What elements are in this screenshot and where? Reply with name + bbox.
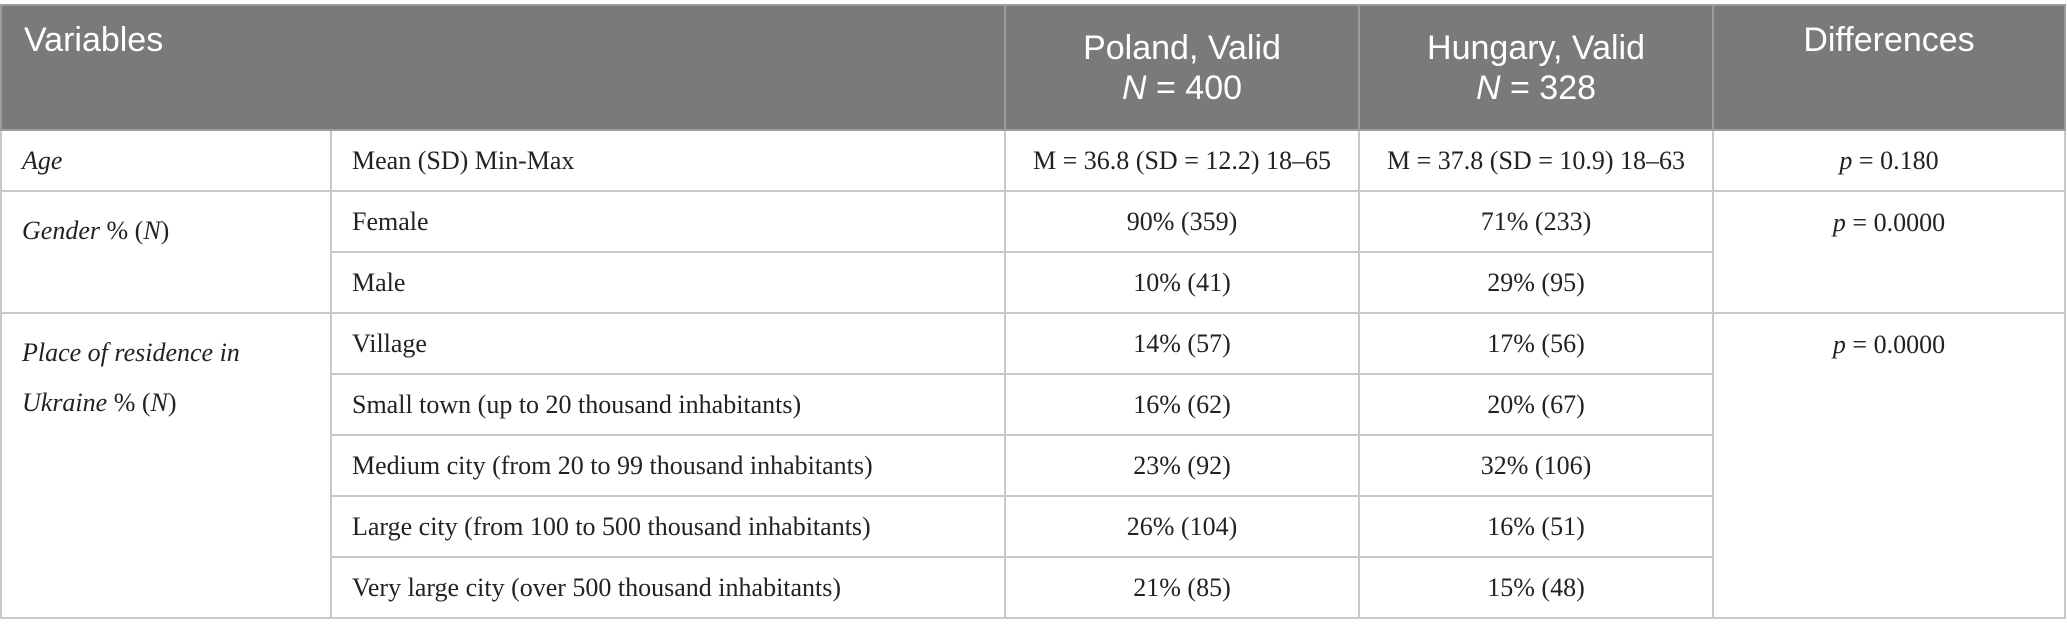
gender-poland: 90% (359) <box>1004 190 1361 253</box>
gender-difference: p = 0.0000 <box>1712 190 2067 314</box>
table-row: Small town (up to 20 thousand inhabitant… <box>1 373 2065 436</box>
gender-hungary: 71% (233) <box>1358 190 1715 253</box>
table-row: Large city (from 100 to 500 thousand inh… <box>1 495 2065 558</box>
header-hungary-title: Hungary, Valid <box>1427 28 1645 67</box>
header-row: Variables Poland, Valid N = 400 Hungary,… <box>0 4 2067 131</box>
residence-p-value: = 0.0000 <box>1845 330 1946 359</box>
gender-var-close: ) <box>160 216 170 245</box>
gender-label: Female <box>329 190 1007 253</box>
residence-hungary: 20% (67) <box>1358 373 1715 436</box>
gender-var-name: Gender <box>22 216 100 245</box>
variable-gender: Gender % (N) <box>0 190 332 314</box>
table-body: Age Mean (SD) Min-Max M = 36.8 (SD = 12.… <box>0 129 2067 619</box>
table-row: Place of residence in Ukraine % (N) Vill… <box>0 312 2067 619</box>
gender-var-n: N <box>143 216 161 245</box>
residence-var-name: Place of residence in Ukraine <box>22 338 240 417</box>
residence-poland: 16% (62) <box>1004 373 1361 436</box>
table-row: Gender % (N) Female 90% (359) 71% (233) … <box>0 190 2067 314</box>
residence-label: Medium city (from 20 to 99 thousand inha… <box>329 434 1007 497</box>
age-label: Mean (SD) Min-Max <box>329 129 1007 192</box>
header-poland-n-symbol: N <box>1121 68 1147 107</box>
gender-label: Male <box>329 251 1007 314</box>
header-poland-title: Poland, Valid <box>1083 28 1281 67</box>
variable-age: Age <box>0 129 332 192</box>
header-poland-n-value: = 400 <box>1146 68 1243 107</box>
gender-var-pct: % ( <box>99 216 144 245</box>
residence-var-close: ) <box>167 388 177 417</box>
table-row: Male 10% (41) 29% (95) <box>1 251 2065 314</box>
residence-poland: 14% (57) <box>1004 312 1361 375</box>
residence-label: Small town (up to 20 thousand inhabitant… <box>329 373 1007 436</box>
age-p-value: = 0.180 <box>1852 145 1939 175</box>
gender-poland: 10% (41) <box>1004 251 1361 314</box>
residence-p-symbol: p <box>1832 330 1846 359</box>
demographics-table: Variables Poland, Valid N = 400 Hungary,… <box>0 4 2067 619</box>
residence-poland: 21% (85) <box>1004 556 1361 619</box>
table-row: Very large city (over 500 thousand inhab… <box>1 556 2065 619</box>
residence-hungary: 17% (56) <box>1358 312 1715 375</box>
table-row: Medium city (from 20 to 99 thousand inha… <box>1 434 2065 497</box>
variable-residence: Place of residence in Ukraine % (N) <box>0 312 332 619</box>
table-header: Variables Poland, Valid N = 400 Hungary,… <box>0 4 2067 131</box>
header-hungary: Hungary, Valid N = 328 <box>1358 4 1715 131</box>
residence-hungary: 16% (51) <box>1358 495 1715 558</box>
gender-p-symbol: p <box>1832 208 1846 237</box>
gender-p-value: = 0.0000 <box>1845 208 1946 237</box>
residence-var-pct: % ( <box>107 388 151 417</box>
header-poland: Poland, Valid N = 400 <box>1004 4 1361 131</box>
residence-hungary: 15% (48) <box>1358 556 1715 619</box>
age-p-symbol: p <box>1839 145 1853 175</box>
header-differences: Differences <box>1712 4 2067 131</box>
residence-var-n: N <box>150 388 168 417</box>
age-difference: p = 0.180 <box>1712 129 2067 192</box>
residence-poland: 26% (104) <box>1004 495 1361 558</box>
header-hungary-n-symbol: N <box>1475 68 1501 107</box>
age-hungary: M = 37.8 (SD = 10.9) 18–63 <box>1358 129 1715 192</box>
age-poland: M = 36.8 (SD = 12.2) 18–65 <box>1004 129 1361 192</box>
header-hungary-n-value: = 328 <box>1500 68 1597 107</box>
gender-hungary: 29% (95) <box>1358 251 1715 314</box>
table-row-age: Age Mean (SD) Min-Max M = 36.8 (SD = 12.… <box>0 129 2067 192</box>
residence-hungary: 32% (106) <box>1358 434 1715 497</box>
residence-poland: 23% (92) <box>1004 434 1361 497</box>
residence-difference: p = 0.0000 <box>1712 312 2067 619</box>
residence-label: Very large city (over 500 thousand inhab… <box>329 556 1007 619</box>
residence-label: Large city (from 100 to 500 thousand inh… <box>329 495 1007 558</box>
residence-label: Village <box>329 312 1007 375</box>
header-variables: Variables <box>0 4 1007 131</box>
